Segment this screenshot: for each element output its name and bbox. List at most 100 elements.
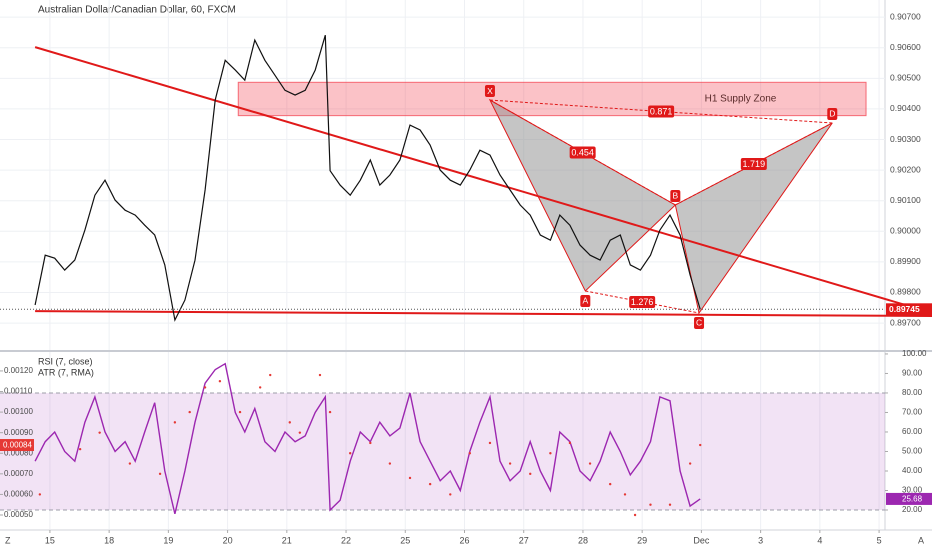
- y2-tick-label: 100.00: [902, 349, 927, 358]
- atr-point: [568, 441, 572, 445]
- atr-point: [218, 380, 222, 383]
- ratio-label-box: [629, 295, 656, 308]
- x-tick-label: Dec: [693, 535, 710, 545]
- atr-point: [298, 431, 302, 434]
- atr-point: [128, 462, 132, 465]
- ratio-label: 0.871: [650, 106, 673, 116]
- point-label-box: [827, 107, 838, 120]
- y2-tick-label: 20.00: [902, 505, 923, 514]
- x-tick-label: 3: [758, 535, 763, 545]
- y-tick-label: 0.00110: [4, 387, 33, 396]
- atr-point: [488, 441, 492, 445]
- atr-point: [508, 462, 512, 465]
- y-tick-label: 0.90100: [890, 195, 921, 205]
- point-label: D: [829, 109, 835, 119]
- y2-tick-label: 30.00: [902, 486, 923, 495]
- last-price-label: 0.89745: [889, 304, 920, 314]
- atr-point: [328, 410, 332, 414]
- atr-point: [158, 472, 162, 476]
- legend-entry: ATR (7, RMA): [38, 367, 94, 377]
- toolbar-auto[interactable]: A: [918, 535, 924, 545]
- y-tick-label: 0.90200: [890, 164, 921, 174]
- chart-title: Australian Dollar/Canadian Dollar, 60, F…: [38, 5, 236, 16]
- x-tick-label: 4: [817, 535, 822, 545]
- last-value-label: 0.00084: [3, 441, 32, 450]
- atr-point: [699, 443, 702, 447]
- atr-point: [668, 503, 672, 506]
- y-tick-label: 0.90500: [890, 73, 921, 83]
- atr-point: [608, 482, 612, 486]
- x-tick-label: 26: [459, 535, 469, 545]
- y2-tick-label: 80.00: [902, 388, 923, 397]
- pattern-leg: [675, 122, 833, 206]
- x-tick-label: 19: [163, 535, 173, 545]
- point-label: X: [487, 86, 493, 96]
- point-label: C: [696, 318, 702, 328]
- x-tick-label: 25: [400, 535, 410, 545]
- y2-tick-label: 60.00: [902, 427, 923, 436]
- supply-zone: [237, 81, 867, 117]
- last-value-label: 25.68: [902, 495, 923, 504]
- y-tick-label: 0.00050: [4, 510, 33, 519]
- atr-point: [288, 421, 291, 424]
- y-tick-label: 0.00080: [4, 448, 33, 457]
- atr-point: [388, 462, 392, 465]
- y2-tick-label: 50.00: [902, 447, 923, 456]
- y-tick-label: 0.89800: [890, 287, 921, 297]
- atr-point: [203, 386, 207, 389]
- trendline: [35, 310, 932, 318]
- y-tick-label: 0.90400: [890, 103, 921, 113]
- x-tick-label: 28: [578, 535, 588, 545]
- atr-point: [623, 493, 627, 496]
- atr-point: [408, 476, 412, 480]
- x-tick-label: 15: [45, 535, 55, 545]
- trendline: [34, 46, 932, 314]
- y-tick-label: 0.00070: [4, 469, 33, 478]
- atr-point: [188, 410, 191, 414]
- y-tick-label: 0.90600: [890, 42, 921, 52]
- atr-point: [318, 373, 322, 377]
- atr-point: [98, 431, 101, 434]
- atr-point: [428, 482, 432, 486]
- atr-point: [468, 452, 472, 455]
- point-label-box: [484, 85, 495, 98]
- atr-point: [449, 493, 452, 496]
- atr-point: [348, 452, 352, 455]
- point-label: A: [582, 296, 588, 306]
- atr-point: [258, 386, 262, 389]
- y-tick-label: 0.90300: [890, 134, 921, 144]
- atr-point: [529, 472, 532, 476]
- atr-point: [269, 373, 272, 377]
- x-tick-label: 18: [104, 535, 114, 545]
- y2-tick-label: 40.00: [902, 466, 923, 475]
- last-value-box: [0, 439, 34, 452]
- ratio-label: 1.719: [743, 159, 766, 169]
- y-tick-label: 0.00090: [4, 428, 33, 437]
- atr-point: [588, 462, 592, 465]
- atr-point: [173, 421, 177, 424]
- y2-tick-label: 70.00: [902, 408, 923, 417]
- atr-point: [38, 493, 42, 496]
- y-tick-label: 0.90700: [890, 11, 921, 21]
- x-tick-label: 21: [282, 535, 292, 545]
- supply-zone-label: H1 Supply Zone: [705, 94, 777, 105]
- ratio-label-box: [648, 105, 675, 118]
- y-tick-label: 0.00100: [4, 407, 33, 416]
- atr-point: [238, 410, 242, 414]
- atr-point: [688, 462, 692, 465]
- point-label-box: [580, 294, 591, 307]
- ratio-label: 0.454: [571, 147, 594, 157]
- y-tick-label: 0.89700: [890, 317, 921, 327]
- atr-point: [78, 447, 82, 451]
- toolbar-z[interactable]: Z: [5, 535, 11, 545]
- y-tick-label: 0.89900: [890, 256, 921, 266]
- x-tick-label: 5: [877, 535, 882, 545]
- atr-point: [369, 441, 372, 445]
- y-tick-label: 0.90000: [890, 226, 921, 236]
- ratio-label-box: [740, 157, 767, 170]
- atr-point: [633, 513, 637, 517]
- x-tick-label: 29: [637, 535, 647, 545]
- legend-entry: RSI (7, close): [38, 356, 93, 366]
